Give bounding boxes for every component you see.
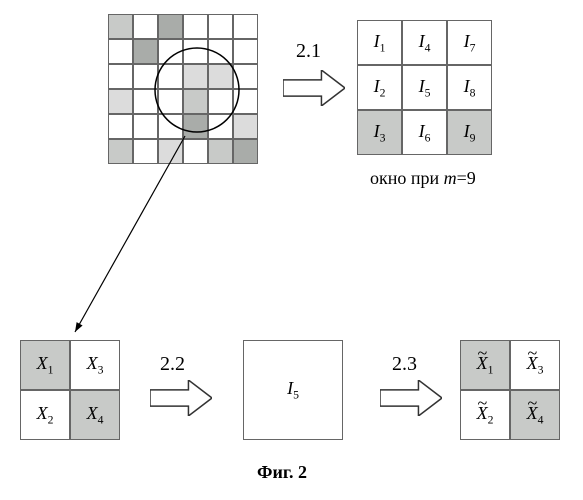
figure-caption: Фиг. 2: [257, 462, 307, 483]
arrow-2: [150, 380, 212, 416]
i5-box: I5: [243, 340, 343, 440]
grid2-cell: ~X1: [460, 340, 510, 390]
step-label-3: 2.3: [392, 353, 417, 376]
source-grid-6x6: [108, 14, 258, 164]
grid3-cell: I7: [447, 20, 492, 65]
xtilde-grid-2x2: ~X1~X3~X2~X4: [460, 340, 560, 440]
grid3-cell: I5: [402, 65, 447, 110]
grid3-cell: I3: [357, 110, 402, 155]
arrow-3: [380, 380, 442, 416]
grid2-cell: X3: [70, 340, 120, 390]
grid2-cell: X1: [20, 340, 70, 390]
window-caption: окно при m=9: [370, 168, 476, 189]
grid3-cell: I8: [447, 65, 492, 110]
grid2-cell: ~X3: [510, 340, 560, 390]
grid3-cell: I4: [402, 20, 447, 65]
grid3-cell: I1: [357, 20, 402, 65]
grid3-cell: I6: [402, 110, 447, 155]
grid2-cell: X4: [70, 390, 120, 440]
grid3-cell: I2: [357, 65, 402, 110]
selection-circle: [98, 4, 268, 174]
grid3-cell: I9: [447, 110, 492, 155]
step-label-2: 2.2: [160, 353, 185, 376]
grid2-cell: ~X2: [460, 390, 510, 440]
grid2-cell: X2: [20, 390, 70, 440]
grid2-cell: ~X4: [510, 390, 560, 440]
window-grid-3x3: I1I4I7 I2I5I8 I3I6I9: [357, 20, 492, 155]
step-label-1: 2.1: [296, 40, 321, 63]
arrow-1: [283, 70, 345, 106]
x-grid-2x2: X1X3X2X4: [20, 340, 120, 440]
